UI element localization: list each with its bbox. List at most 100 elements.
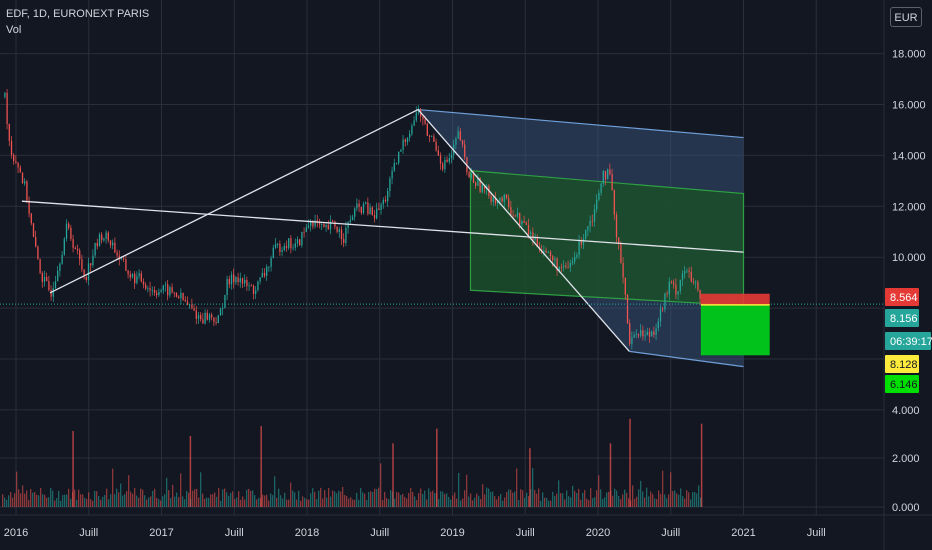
candle-body (686, 270, 688, 272)
volume-bar (186, 490, 188, 507)
volume-bar (564, 499, 566, 507)
volume-bar (414, 496, 416, 507)
candle-body (323, 224, 325, 228)
candle-body (565, 265, 567, 267)
volume-indicator-label[interactable]: Vol (6, 24, 22, 36)
pitchfork-lines (49, 108, 630, 352)
candle-body (415, 112, 417, 121)
volume-bar (422, 494, 424, 507)
volume-bar (368, 492, 370, 507)
candle-body (609, 169, 611, 174)
volume-bar (276, 497, 278, 507)
candle-body (371, 207, 373, 216)
candle-body (475, 182, 477, 186)
volume-bar (594, 497, 596, 507)
volume-bar (112, 468, 114, 507)
volume-bar (126, 491, 128, 507)
price-badge-label: 8.156 (890, 313, 918, 325)
currency-button[interactable]: EUR (890, 7, 922, 27)
volume-bar (542, 492, 544, 507)
volume-bar (442, 491, 444, 507)
volume-bar (116, 488, 118, 507)
volume-bar (684, 498, 686, 507)
symbol-title[interactable]: EDF, 1D, EURONEXT PARIS (6, 8, 150, 20)
candle-body (83, 269, 85, 277)
candle-body (175, 293, 178, 297)
volume-bar (198, 497, 200, 507)
candle-body (68, 223, 70, 228)
volume-bar (170, 498, 172, 507)
candle-body (591, 220, 593, 222)
volume-bar (70, 498, 72, 507)
candle-body (437, 150, 439, 156)
volume-bar (536, 493, 538, 507)
candle-body (246, 279, 248, 287)
volume-bar (14, 493, 16, 507)
volume-bar (300, 500, 302, 507)
candle-body (112, 242, 114, 246)
volume-bar (668, 494, 670, 507)
candle-body (327, 225, 329, 230)
volume-bar (456, 498, 458, 507)
volume-bar (226, 492, 228, 507)
candle-body (448, 158, 450, 162)
candle-body (367, 202, 369, 215)
candle-body (17, 162, 19, 168)
candle-body (684, 271, 686, 274)
time-tick-label: Juill (661, 527, 680, 539)
volume-bar (240, 499, 242, 507)
volume-spike (529, 448, 531, 507)
volume-bar (270, 493, 272, 507)
volume-bar (692, 492, 694, 507)
candle-body (653, 331, 655, 335)
volume-bar (4, 497, 6, 507)
candle-body (292, 247, 294, 249)
candle-body (662, 308, 664, 310)
volume-bar (452, 495, 454, 507)
candle-body (404, 139, 406, 142)
candle-body (633, 334, 635, 338)
price-badge-label: 8.564 (890, 292, 918, 304)
candle-body (257, 281, 259, 291)
volume-bar (528, 496, 530, 507)
candle-body (81, 259, 83, 270)
time-tick-label: 2018 (295, 527, 319, 539)
volume-bar (288, 499, 290, 507)
volume-bar (602, 498, 604, 507)
volume-bar (290, 482, 292, 507)
candle-body (675, 284, 677, 295)
candle-body (596, 199, 598, 210)
volume-bar (316, 499, 318, 507)
price-badge-entry (885, 355, 919, 373)
candle-body (483, 184, 486, 189)
candle-body (519, 212, 521, 225)
candle-body (312, 221, 314, 227)
price-tick-label: 10.000 (892, 252, 926, 264)
candle-body (442, 163, 444, 170)
volume-bar (84, 497, 86, 507)
volume-bar (562, 493, 564, 507)
candle-body (569, 263, 571, 268)
time-tick-label: Juill (79, 527, 98, 539)
candle-body (607, 169, 609, 180)
candle-body (547, 251, 549, 253)
time-tick-label: Juill (807, 527, 826, 539)
volume-bar (174, 496, 176, 507)
volume-bar (196, 488, 198, 507)
candle-body (602, 170, 604, 184)
volume-bar (280, 495, 282, 507)
volume-bar (482, 484, 484, 507)
candle-body (98, 234, 101, 247)
candle-body (644, 335, 646, 337)
candle-body (19, 167, 21, 173)
candle-body (666, 293, 668, 295)
volume-bar (60, 500, 62, 507)
volume-bar (342, 486, 344, 507)
volume-bar (538, 488, 540, 507)
volume-bar (566, 490, 568, 507)
candle-body (431, 136, 433, 138)
candle-body (510, 207, 512, 215)
volume-bar (660, 493, 662, 507)
volume-bar (560, 493, 562, 507)
